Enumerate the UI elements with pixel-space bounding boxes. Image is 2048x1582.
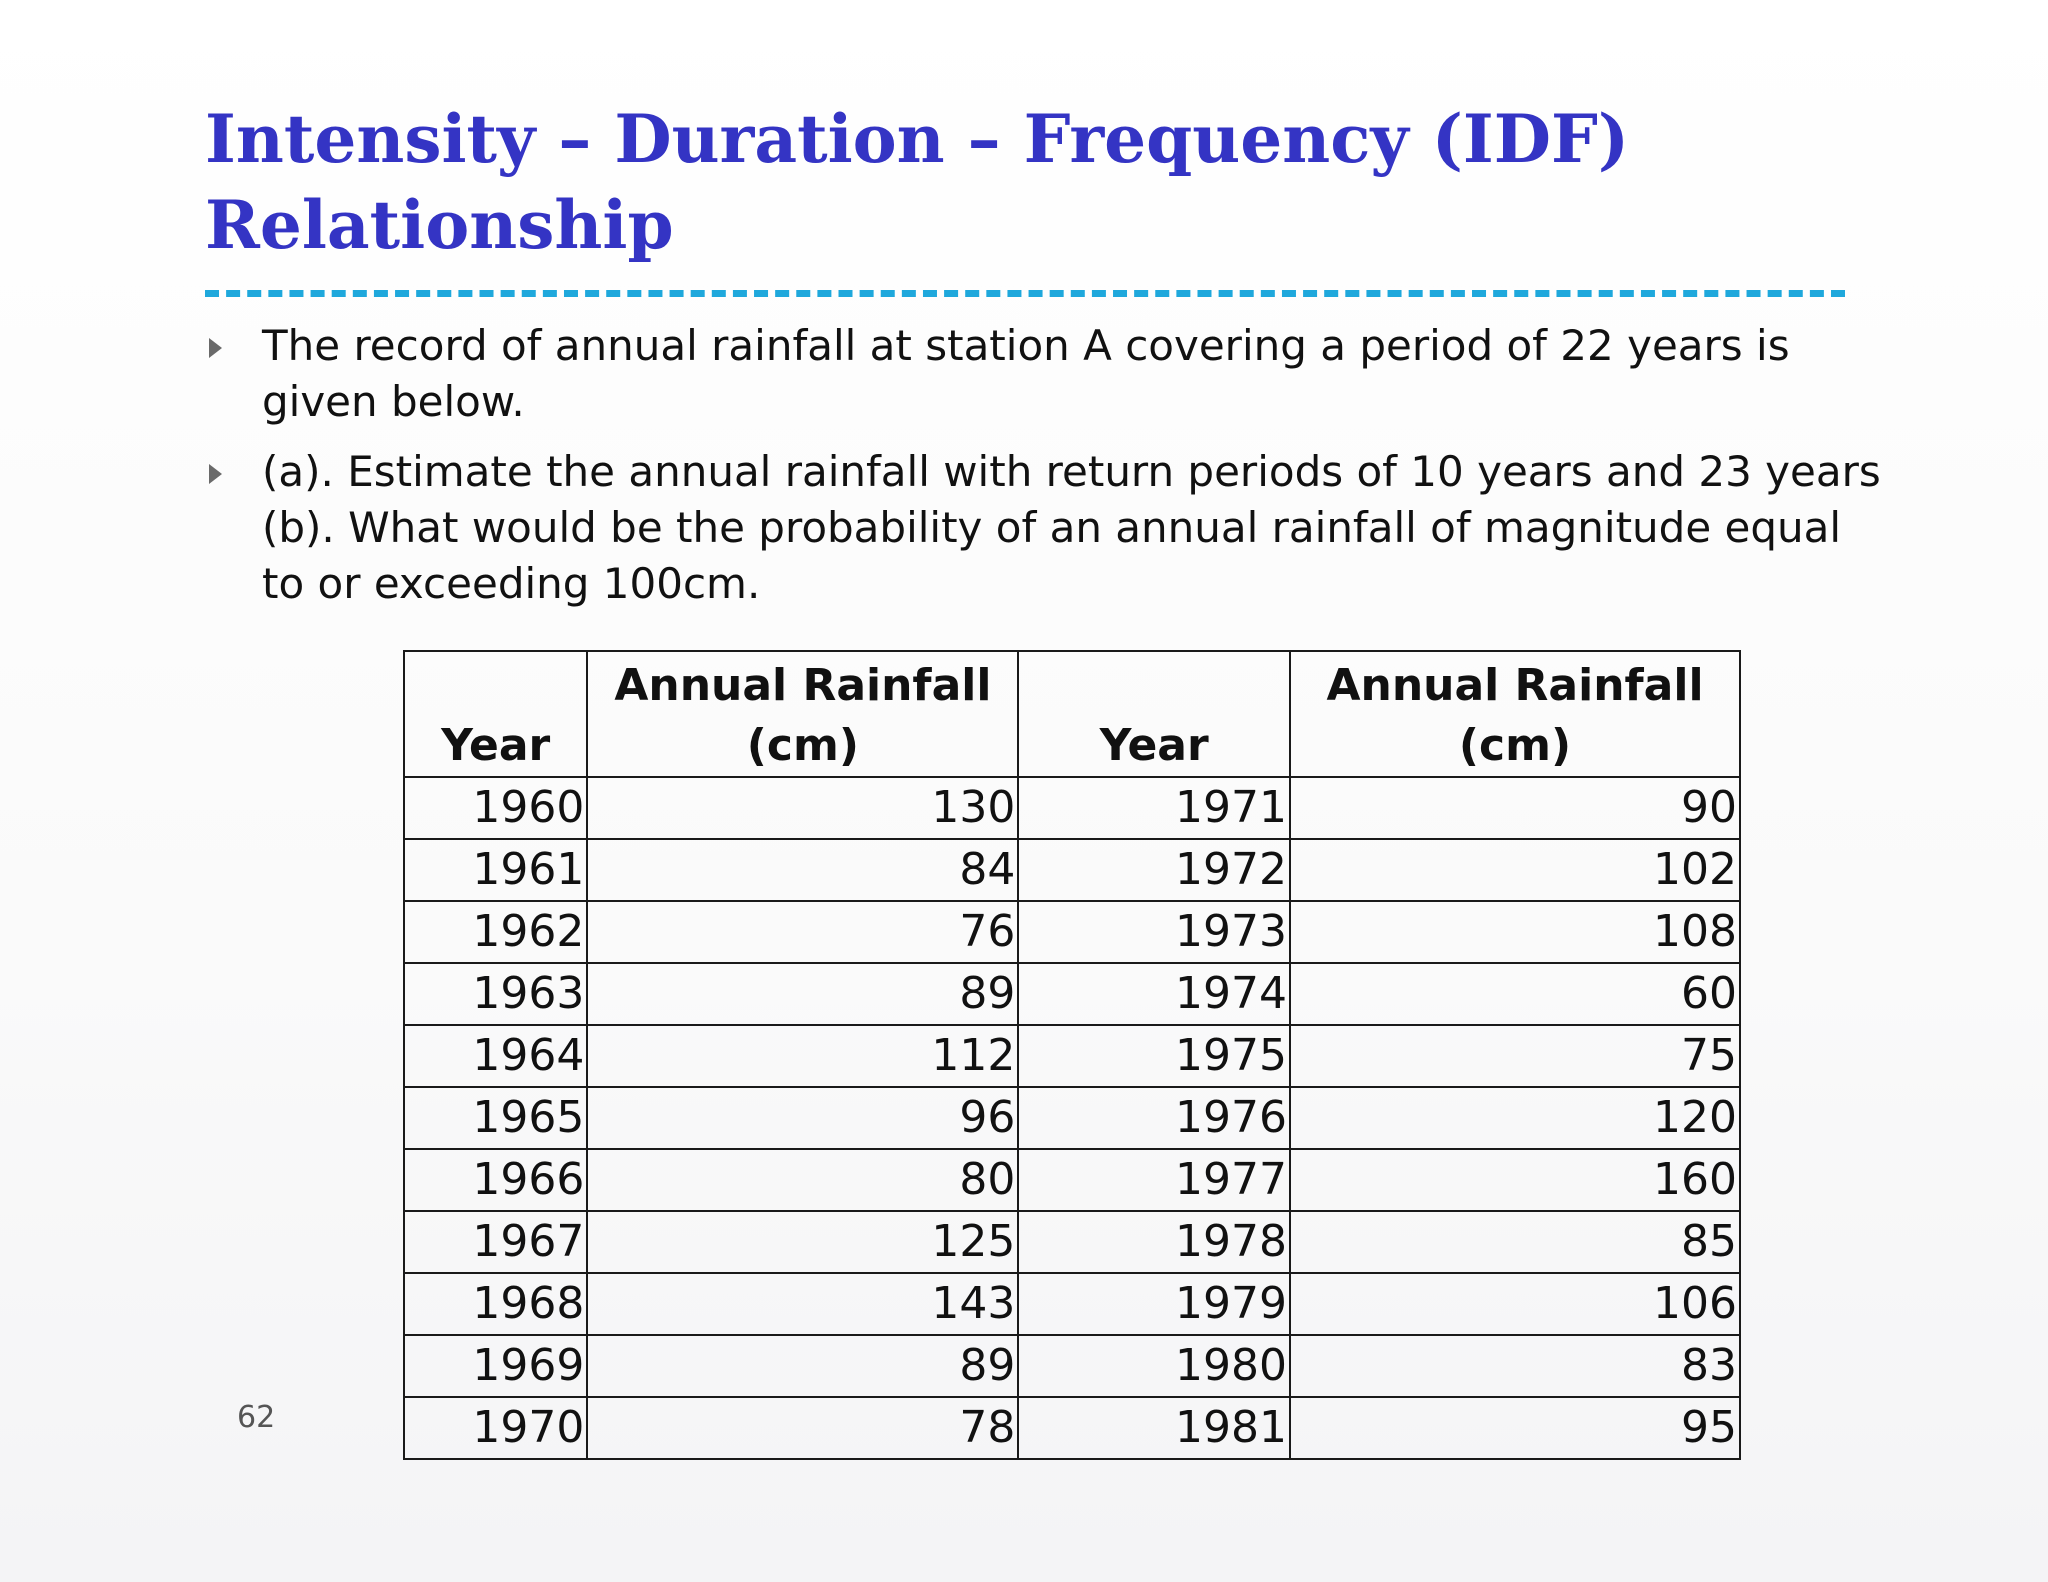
bullet-line: given below.: [262, 377, 525, 426]
rainfall-cell: 90: [1288, 776, 1742, 840]
year-cell: 1965: [402, 1086, 589, 1150]
year-cell: 1969: [402, 1334, 589, 1398]
table-row: 1961 84 1972 102: [402, 838, 1742, 902]
rainfall-cell: 108: [1288, 900, 1742, 964]
rainfall-cell: 83: [1288, 1334, 1742, 1398]
year-cell: 1977: [1017, 1148, 1291, 1212]
table-row: 1964 112 1975 75: [402, 1024, 1742, 1088]
rainfall-cell: 89: [586, 962, 1020, 1026]
year-cell: 1978: [1017, 1210, 1291, 1274]
rainfall-table: Year Annual Rainfall (cm) Year Annual Rainf…: [402, 650, 1742, 1460]
table-row: 1967 125 1978 85: [402, 1210, 1742, 1274]
rainfall-cell: 80: [586, 1148, 1020, 1212]
year-cell: 1974: [1017, 962, 1291, 1026]
bullet-item: The record of annual rainfall at station…: [205, 318, 1865, 430]
bullet-text: (a). Estimate the annual rainfall with r…: [262, 444, 1881, 612]
bullet-line: (b). What would be the probability of an…: [262, 503, 1842, 552]
rainfall-cell: 85: [1288, 1210, 1742, 1274]
year-cell: 1960: [402, 776, 589, 840]
year-cell: 1963: [402, 962, 589, 1026]
bullet-text: The record of annual rainfall at station…: [262, 318, 1865, 430]
rainfall-cell: 102: [1288, 838, 1742, 902]
rainfall-cell: 120: [1288, 1086, 1742, 1150]
table-row: 1963 89 1974 60: [402, 962, 1742, 1026]
rainfall-cell: 60: [1288, 962, 1742, 1026]
year-cell: 1979: [1017, 1272, 1291, 1336]
table-row: 1962 76 1973 108: [402, 900, 1742, 964]
rainfall-cell: 143: [586, 1272, 1020, 1336]
year-cell: 1975: [1017, 1024, 1291, 1088]
title-divider: [205, 290, 1845, 297]
rainfall-cell: 125: [586, 1210, 1020, 1274]
bullet-list: The record of annual rainfall at station…: [205, 318, 1881, 626]
triangle-right-icon: [209, 464, 222, 484]
year-cell: 1968: [402, 1272, 589, 1336]
year-cell: 1973: [1017, 900, 1291, 964]
rainfall-cell: 106: [1288, 1272, 1742, 1336]
table-row: 1970 78 1981 95: [402, 1396, 1742, 1460]
bullet-line: The record of annual rainfall at station…: [262, 321, 1790, 370]
year-cell: 1961: [402, 838, 589, 902]
rainfall-cell: 75: [1288, 1024, 1742, 1088]
table-header-cell: Year: [402, 650, 589, 778]
year-cell: 1971: [1017, 776, 1291, 840]
year-cell: 1970: [402, 1396, 589, 1460]
year-cell: 1964: [402, 1024, 589, 1088]
table-header-cell: Annual Rainfall (cm): [1288, 650, 1742, 778]
year-cell: 1962: [402, 900, 589, 964]
rainfall-cell: 112: [586, 1024, 1020, 1088]
table-header-cell: Year: [1017, 650, 1291, 778]
rainfall-cell: 95: [1288, 1396, 1742, 1460]
bullet-item: (a). Estimate the annual rainfall with r…: [205, 444, 1881, 612]
table-row: 1966 80 1977 160: [402, 1148, 1742, 1212]
rainfall-cell: 89: [586, 1334, 1020, 1398]
table-row: 1968 143 1979 106: [402, 1272, 1742, 1336]
year-cell: 1967: [402, 1210, 589, 1274]
slide-title: Intensity – Duration – Frequency (IDF) R…: [205, 100, 1630, 264]
year-cell: 1976: [1017, 1086, 1291, 1150]
table-header-row: Year Annual Rainfall (cm) Year Annual Rainf…: [402, 650, 1742, 778]
table-row: 1969 89 1980 83: [402, 1334, 1742, 1398]
rainfall-cell: 84: [586, 838, 1020, 902]
table-row: 1965 96 1976 120: [402, 1086, 1742, 1150]
year-cell: 1980: [1017, 1334, 1291, 1398]
triangle-right-icon: [209, 338, 222, 358]
table-row: 1960 130 1971 90: [402, 776, 1742, 840]
table-header-cell: Annual Rainfall (cm): [586, 650, 1020, 778]
year-cell: 1966: [402, 1148, 589, 1212]
rainfall-cell: 76: [586, 900, 1020, 964]
rainfall-cell: 160: [1288, 1148, 1742, 1212]
year-cell: 1981: [1017, 1396, 1291, 1460]
year-cell: 1972: [1017, 838, 1291, 902]
table-body: 1960 130 1971 90 1961 84 1972 102 1962 76 1973 108 1…: [402, 776, 1742, 1460]
bullet-line: to or exceeding 100cm.: [262, 559, 761, 608]
page-number: 62: [237, 1400, 276, 1435]
rainfall-cell: 130: [586, 776, 1020, 840]
bullet-line: (a). Estimate the annual rainfall with r…: [262, 447, 1881, 496]
rainfall-cell: 78: [586, 1396, 1020, 1460]
rainfall-cell: 96: [586, 1086, 1020, 1150]
